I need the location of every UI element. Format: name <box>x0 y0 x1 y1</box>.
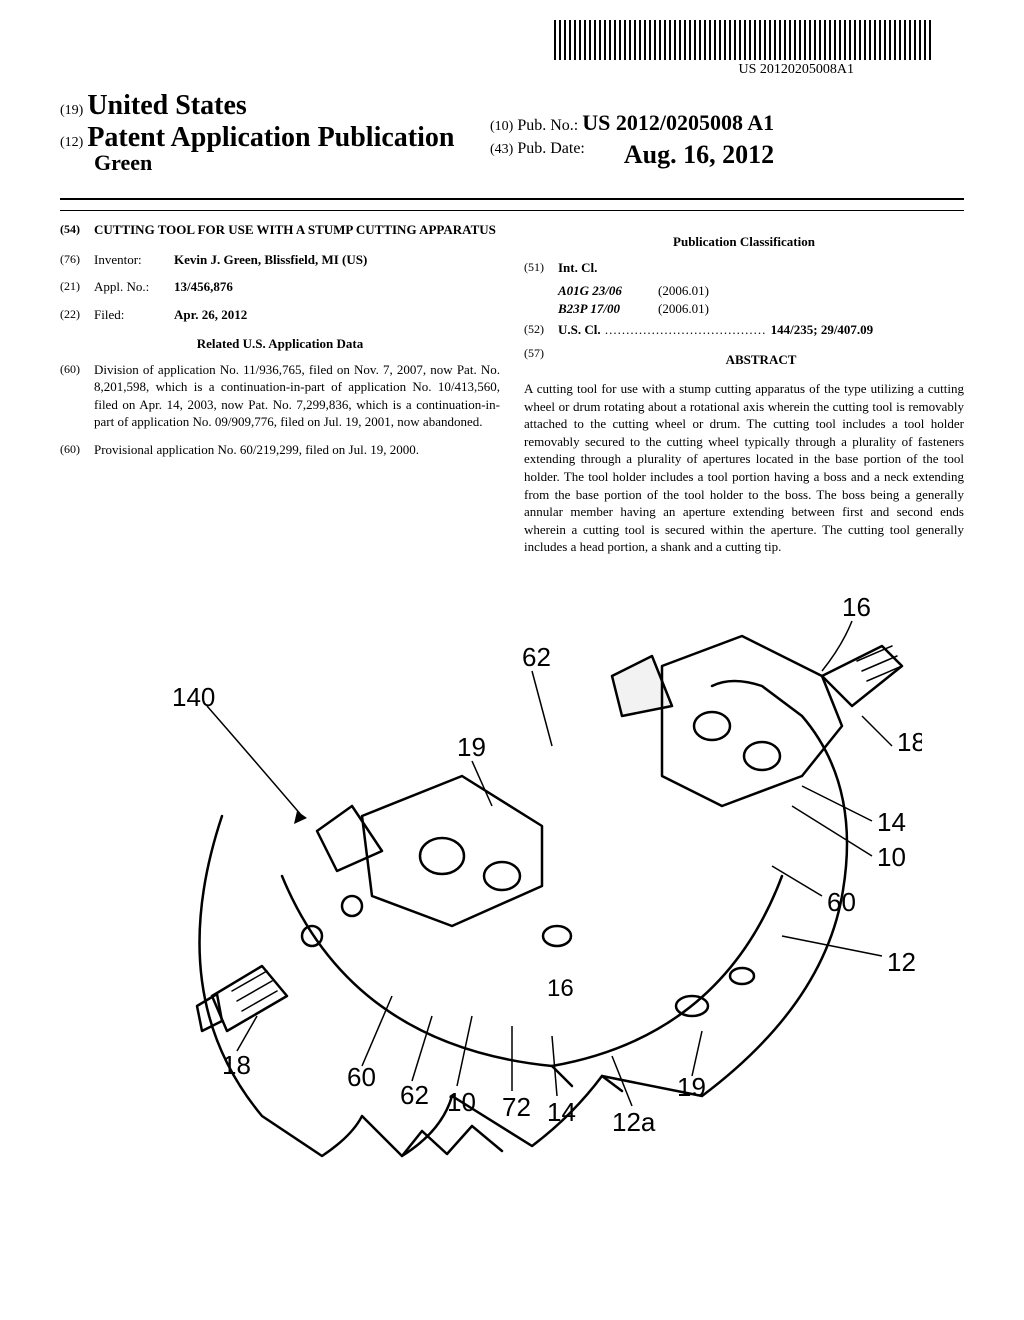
patent-title: CUTTING TOOL FOR USE WITH A STUMP CUTTIN… <box>94 221 496 239</box>
left-column: (54) CUTTING TOOL FOR USE WITH A STUMP C… <box>60 221 500 556</box>
pub-date-label: Pub. Date: <box>517 140 585 157</box>
fig-label-140: 140 <box>172 682 215 712</box>
fig-label-18a: 18 <box>897 727 922 757</box>
header-right: (10) Pub. No.: US 2012/0205008 A1 (43) P… <box>490 110 774 170</box>
uscl-label: U.S. Cl. <box>558 322 601 337</box>
label-60b: (60) <box>60 441 94 459</box>
label-76: (76) <box>60 251 94 269</box>
inventor-name: Kevin J. Green, Blissfield, MI (US) <box>174 252 367 267</box>
fig-label-60b: 60 <box>347 1062 376 1092</box>
pub-date: Aug. 16, 2012 <box>624 140 774 170</box>
appl-label: Appl. No.: <box>94 278 174 296</box>
filed-date: Apr. 26, 2012 <box>174 307 247 322</box>
uscl-val: 144/235; 29/407.09 <box>771 322 874 337</box>
barcode-number: US 20120205008A1 <box>738 62 854 78</box>
intcl-date-1: (2006.01) <box>658 300 709 318</box>
country: United States <box>87 90 246 121</box>
label-43: (43) <box>490 142 513 157</box>
label-60a: (60) <box>60 361 94 431</box>
label-22: (22) <box>60 306 94 324</box>
rule-thin <box>60 210 964 211</box>
intcl-label: Int. Cl. <box>558 260 597 275</box>
intcl-date-0: (2006.01) <box>658 282 709 300</box>
related-a: Division of application No. 11/936,765, … <box>94 361 500 431</box>
fig-label-14a: 14 <box>877 807 906 837</box>
fig-label-14b: 14 <box>547 1097 576 1127</box>
fig-label-62b: 62 <box>400 1080 429 1110</box>
filed-label: Filed: <box>94 306 174 324</box>
fig-label-10a: 10 <box>877 842 906 872</box>
pub-no-label: Pub. No.: <box>517 117 578 134</box>
pub-no: US 2012/0205008 A1 <box>582 110 774 135</box>
label-21: (21) <box>60 278 94 296</box>
barcode <box>554 20 934 60</box>
fig-label-10b: 10 <box>447 1087 476 1117</box>
body-columns: (54) CUTTING TOOL FOR USE WITH A STUMP C… <box>60 221 964 556</box>
patent-figure: 140 62 16 19 18 14 10 60 12 60 18 62 10 … <box>60 576 964 1201</box>
fig-label-16b: 16 <box>547 975 574 1002</box>
uscl-dots: ...................................... <box>601 322 771 337</box>
label-19: (19) <box>60 103 83 118</box>
fig-label-62a: 62 <box>522 642 551 672</box>
related-b: Provisional application No. 60/219,299, … <box>94 441 500 459</box>
intcl-code-1: B23P 17/00 <box>558 300 658 318</box>
inventor-label: Inventor: <box>94 251 174 269</box>
label-12: (12) <box>60 135 83 150</box>
fig-label-19b: 19 <box>677 1072 706 1102</box>
related-heading: Related U.S. Application Data <box>60 335 500 353</box>
fig-label-12a: 12a <box>612 1107 656 1137</box>
pub-class-heading: Publication Classification <box>524 233 964 251</box>
fig-label-12: 12 <box>887 947 916 977</box>
label-10: (10) <box>490 119 513 134</box>
fig-label-18b: 18 <box>222 1050 251 1080</box>
fig-label-72: 72 <box>502 1092 531 1122</box>
fig-label-19a: 19 <box>457 732 486 762</box>
fig-label-60a: 60 <box>827 887 856 917</box>
label-57: (57) <box>524 345 558 375</box>
label-54: (54) <box>60 221 94 239</box>
label-52: (52) <box>524 321 558 339</box>
pub-type: Patent Application Publication <box>87 122 454 153</box>
appl-no: 13/456,876 <box>174 279 233 294</box>
fig-label-16a: 16 <box>842 592 871 622</box>
label-51: (51) <box>524 259 558 277</box>
right-column: Publication Classification (51) Int. Cl.… <box>524 221 964 556</box>
abstract-text: A cutting tool for use with a stump cutt… <box>524 380 964 555</box>
intcl-code-0: A01G 23/06 <box>558 282 658 300</box>
abstract-label: ABSTRACT <box>558 351 964 369</box>
rule-top <box>60 198 964 200</box>
